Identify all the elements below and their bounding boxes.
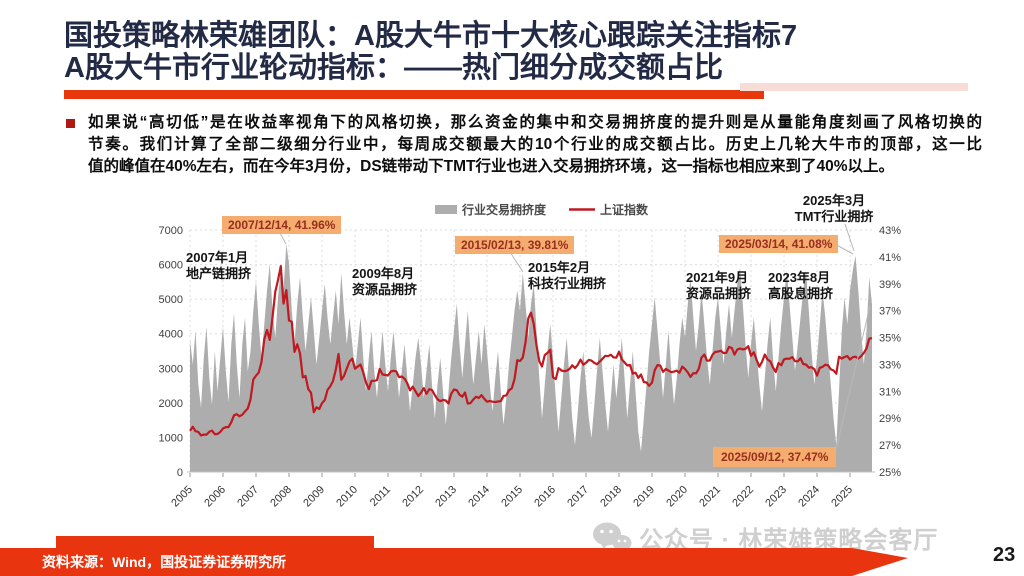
y-axis-label-right: 43% [879,225,901,237]
page-title: 国投策略林荣雄团队：A股大牛市十大核心跟踪关注指标7 A股大牛市行业轮动指标：—… [64,20,994,84]
x-axis-label: 2006 [202,484,228,510]
bullet-text-line2: 节奏。我们计算了全部二级细分行业中，每周成交额最大的10个行业的成交额占比。历史… [88,136,982,153]
annotation-label-2009-line1: 2009年8月 [352,266,415,281]
legend-swatch-congestion [435,205,457,214]
x-axis-label: 2022 [730,484,756,510]
y-axis-label-right: 39% [879,279,901,291]
annotation-label-2007-line1: 2007年1月 [186,250,249,265]
line-series-shanghai-composite [189,265,873,437]
bullet-text-line1: 如果说“高切低”是在收益率视角下的风格切换，那么资金的集中和交易拥挤度的提升则是… [88,114,982,131]
footer-banner-step [56,536,374,549]
annotation-label-2025-line2: TMT行业拥挤 [794,209,874,224]
annotation-box-2025-latest: 2025/09/12, 37.47% [713,447,837,467]
y-axis-label-left: 6000 [159,260,183,272]
x-axis-label: 2021 [697,484,723,510]
annotation-leader-line [844,223,855,252]
x-axis-label: 2011 [368,484,393,509]
y-axis-label-right: 29% [879,413,901,425]
annotation-label-2015-line1: 2015年2月 [528,260,591,275]
annotation-label-2021-line1: 2021年9月 [686,270,749,285]
y-axis-label-left: 5000 [159,294,183,306]
page-number: 23 [993,544,1016,566]
annotation-box-2015-peak: 2015/02/13, 39.81% [455,236,575,254]
x-axis-label: 2012 [400,484,426,510]
x-axis-label: 2017 [565,484,591,510]
annotation-label-2009-line2: 资源品拥挤 [352,282,418,297]
x-axis-label: 2009 [301,484,327,510]
y-axis-label-left: 2000 [159,398,183,410]
y-axis-label-right: 27% [879,440,901,452]
annotation-leader-line [509,251,524,273]
x-axis-label: 2013 [433,484,459,510]
congestion-chart: 2005 2006 2007 2008 2009 2010 2011 2012 2013 2014… [159,202,902,510]
area-series-industry-congestion [190,244,872,472]
annotation-label-2021: 2021年9月 资源品拥挤 [686,270,751,302]
y-axis-label-right: 37% [879,306,901,318]
y-axis-label-right: 33% [879,359,901,371]
y-axis-label-left: 0 [177,467,183,479]
annotation-label-2007-line2: 地产链拥挤 [186,266,252,281]
annotation-leader-line [279,232,287,245]
annotation-label-2015: 2015年2月 科技行业拥挤 [528,260,606,292]
x-axis-label: 2024 [796,484,822,510]
annotation-leader-line [834,305,871,455]
annotation-label-2025-tmt: 2025年3月 TMT行业拥挤 [786,193,882,225]
title-underline-fade [740,83,968,91]
annotation-label-2021-line2: 资源品拥挤 [686,286,752,301]
x-axis-label: 2005 [169,484,195,510]
x-axis-label: 2023 [763,484,789,510]
x-axis-label: 2015 [499,484,525,510]
wechat-icon [593,522,632,553]
bullet-text: 如果说“高切低”是在收益率视角下的风格切换，那么资金的集中和交易拥挤度的提升则是… [88,112,982,178]
x-axis-label: 2016 [532,484,558,510]
page-title-line2: A股大牛市行业轮动指标：——热门细分成交额占比 [64,52,723,84]
annotation-label-2023: 2023年8月 高股息拥挤 [768,270,833,302]
x-axis-label: 2020 [664,484,690,510]
y-axis-label-left: 7000 [159,225,183,237]
annotation-label-2023-line1: 2023年8月 [768,270,831,285]
y-axis-label-left: 4000 [159,329,183,341]
page-title-line1: 国投策略林荣雄团队：A股大牛市十大核心跟踪关注指标7 [64,20,798,52]
y-axis-label-right: 41% [879,252,901,264]
annotation-label-2025-line1: 2025年3月 [802,193,866,208]
x-axis-label: 2014 [466,484,492,510]
annotation-box-2007-peak: 2007/12/14, 41.96% [222,216,342,234]
title-underline [64,90,764,99]
annotation-label-2015-line2: 科技行业拥挤 [528,276,607,291]
y-axis-label-right: 35% [879,333,901,345]
y-axis-label-left: 3000 [159,363,183,375]
bullet-marker [66,119,75,128]
bullet-text-line3: 值的峰值在40%左右，而在今年3月份，DS链带动下TMT行业也进入交易拥挤环境，… [88,158,895,175]
y-axis-label-right: 31% [879,386,901,398]
x-axis-label: 2018 [598,484,624,510]
x-axis-label: 2010 [334,484,360,510]
y-axis-label-right: 25% [879,467,901,479]
annotation-box-2025-peak: 2025/03/14, 41.08% [719,235,839,253]
x-axis-label: 2025 [829,484,855,510]
x-axis-label: 2008 [268,484,294,510]
source-note: 资料来源：Wind，国投证券证券研究所 [42,554,287,570]
y-axis-label-left: 1000 [159,432,183,444]
legend-label-index: 上证指数 [600,202,649,217]
annotation-label-2009: 2009年8月 资源品拥挤 [352,266,417,298]
annotation-label-2007: 2007年1月 地产链拥挤 [186,250,251,282]
x-axis-label: 2007 [235,484,261,510]
x-axis-label: 2019 [631,484,657,510]
footer-banner [0,548,908,576]
annotation-label-2023-line2: 高股息拥挤 [768,286,834,301]
legend-label-congestion: 行业交易拥挤度 [461,202,547,217]
congestion-chart-area: 2005 2006 2007 2008 2009 2010 2011 2012 2013 2014… [145,196,920,534]
